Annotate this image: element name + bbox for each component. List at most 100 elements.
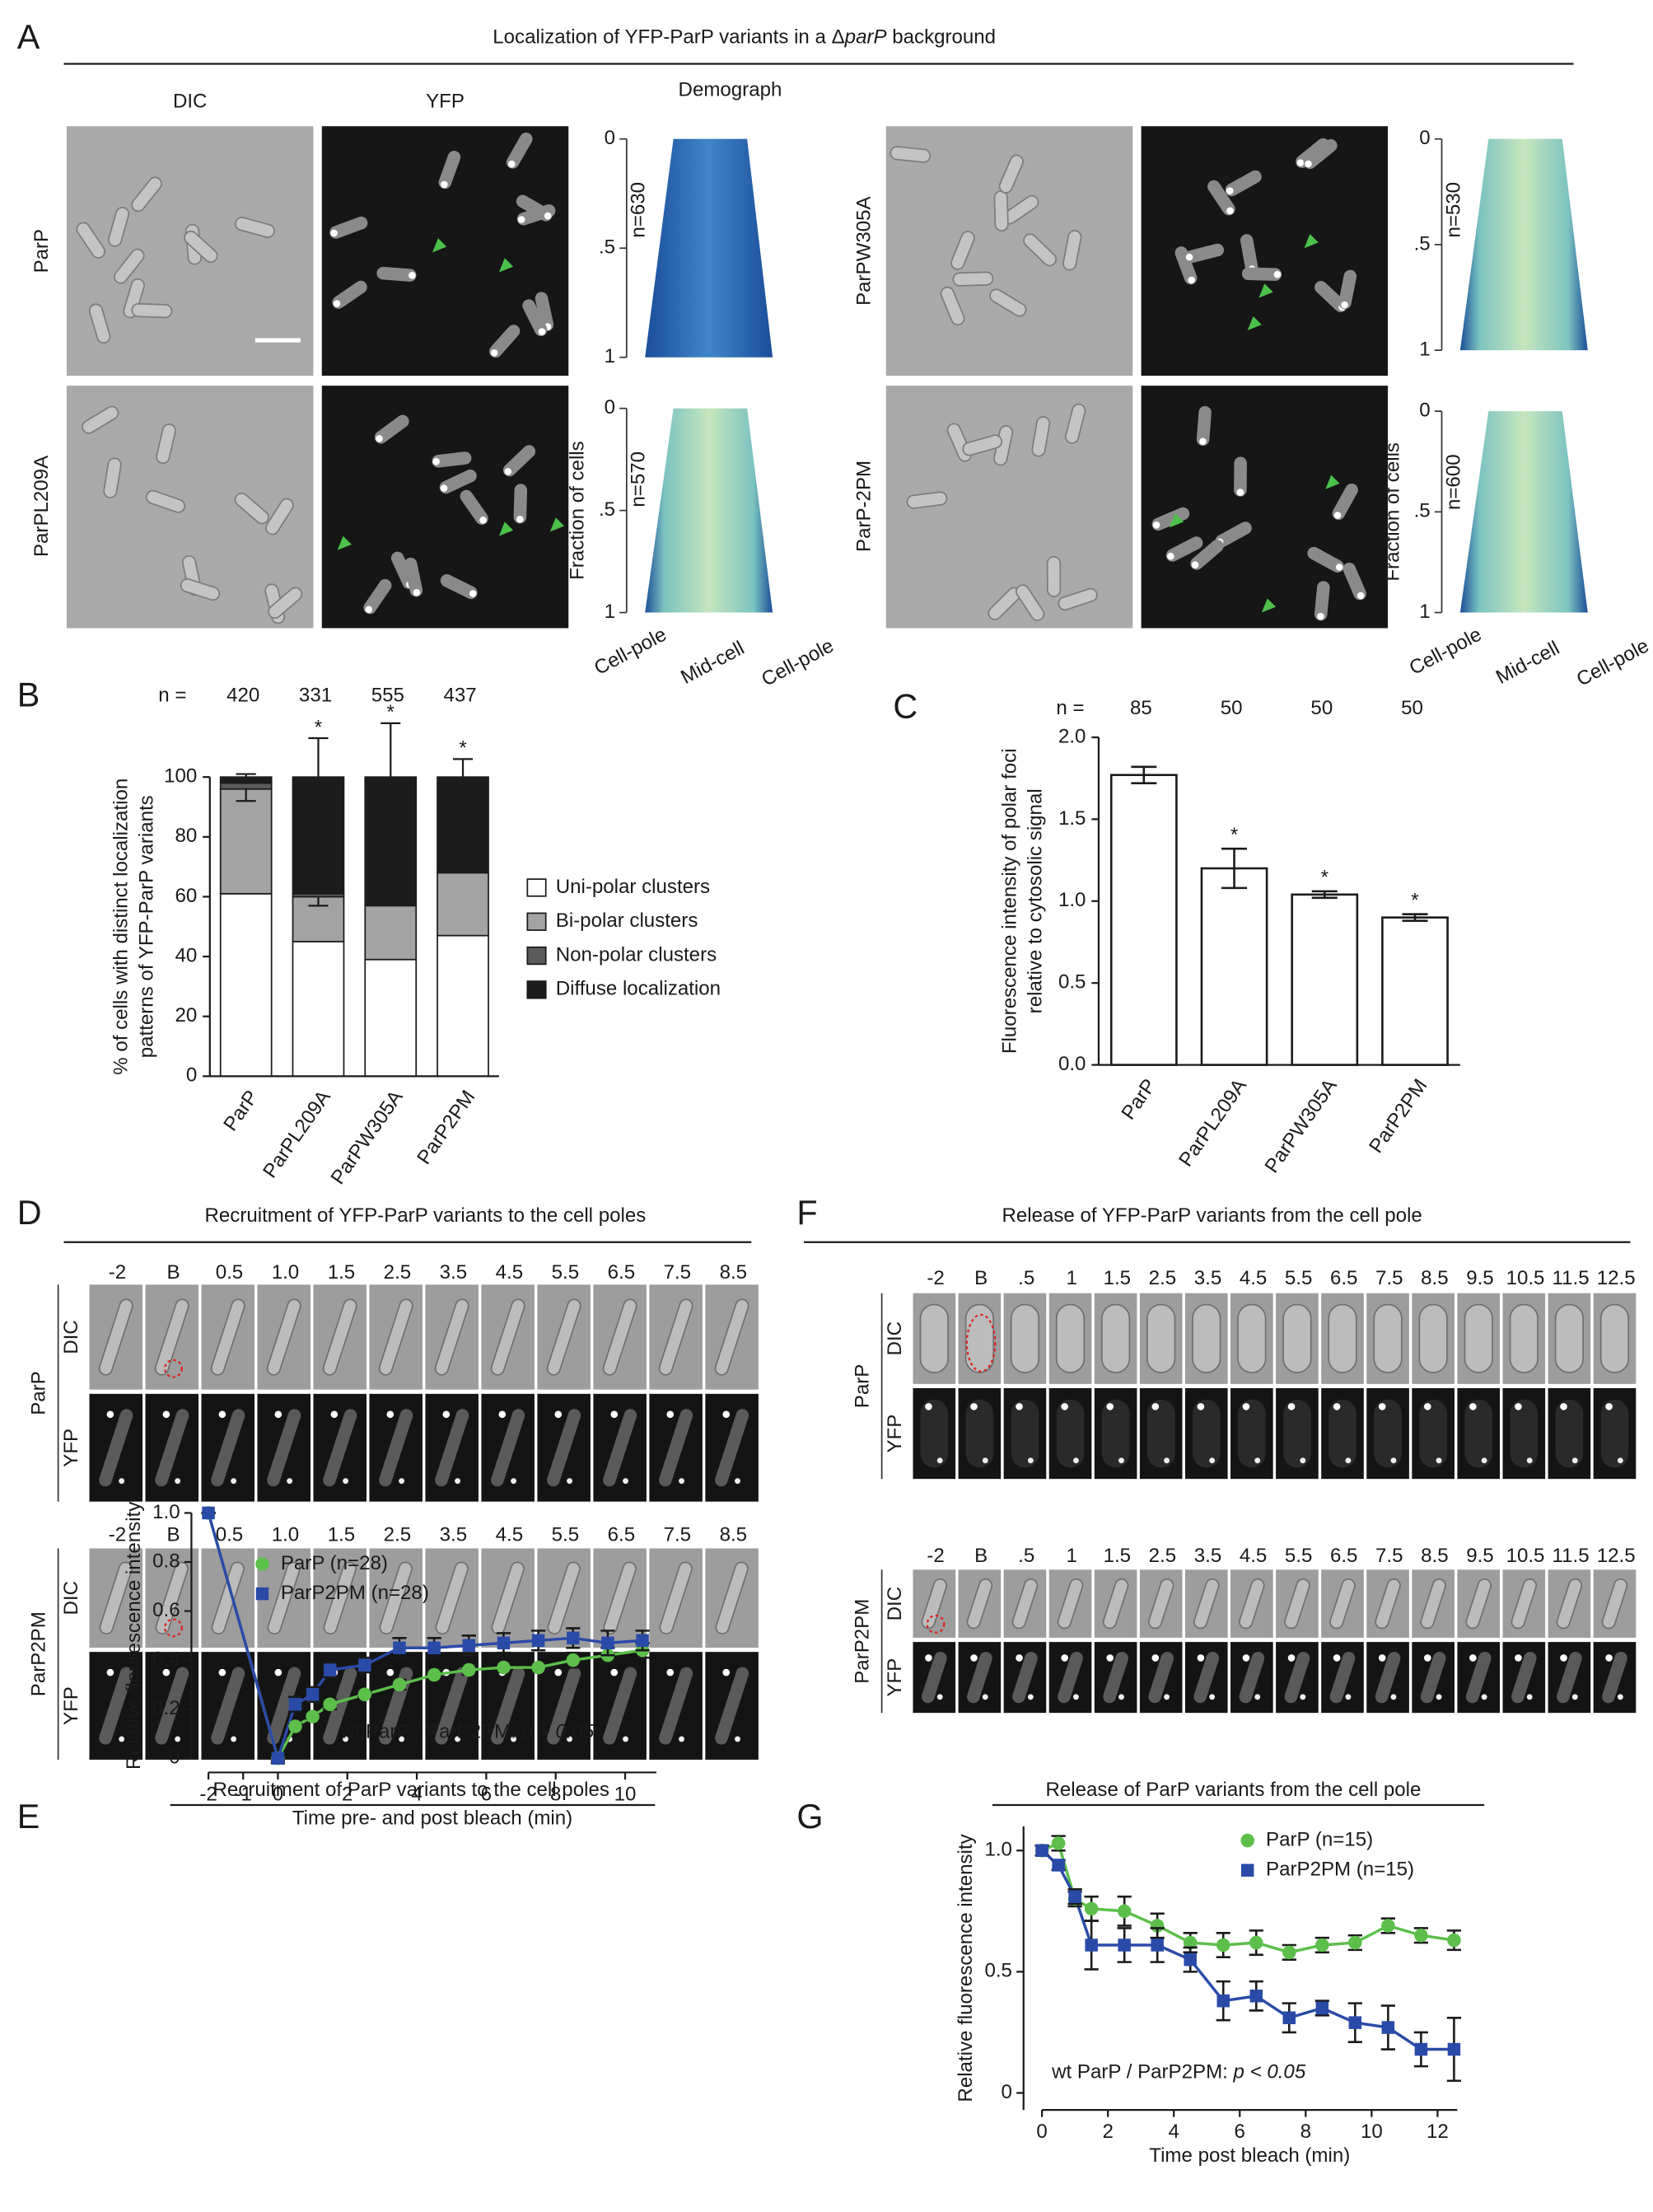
cell — [184, 230, 218, 264]
panel-letter: C — [893, 687, 918, 725]
row-label: ParP2PM — [28, 1611, 50, 1696]
cell — [99, 1409, 133, 1487]
n-label: n = — [158, 684, 186, 706]
focus — [1106, 1403, 1114, 1410]
y-tick-label: 0.0 — [1058, 1053, 1086, 1075]
cell — [1373, 1303, 1403, 1373]
legend-marker — [255, 1587, 269, 1601]
focus — [1191, 561, 1199, 569]
cell — [1207, 180, 1235, 216]
focus — [399, 1478, 405, 1485]
marker — [1348, 1935, 1362, 1950]
x-tick-label: ParPW305A — [1261, 1074, 1342, 1177]
demograph-n: n=630 — [628, 182, 650, 238]
marker — [1447, 2042, 1461, 2056]
significance: * — [315, 716, 322, 738]
marker — [531, 1634, 545, 1648]
cell — [1464, 1399, 1493, 1468]
cell — [1148, 1652, 1174, 1704]
focus — [1335, 564, 1343, 571]
cell — [211, 1667, 245, 1745]
focus — [982, 1694, 988, 1700]
demograph — [1459, 411, 1588, 613]
focus — [1199, 437, 1207, 446]
marker — [1151, 1938, 1164, 1952]
focus — [1617, 1457, 1623, 1464]
marker — [202, 1506, 215, 1520]
focus — [1378, 1654, 1386, 1662]
cell — [1016, 584, 1045, 621]
focus — [440, 484, 448, 492]
time-label: B — [166, 1523, 180, 1546]
focus — [1300, 1694, 1306, 1700]
cell — [993, 190, 1009, 232]
time-label: 1.0 — [272, 1523, 299, 1546]
bar-segment — [219, 788, 273, 895]
focus — [1167, 552, 1174, 560]
cell — [114, 248, 145, 284]
cell — [715, 1667, 749, 1745]
cell — [266, 1298, 301, 1376]
focus — [330, 1410, 339, 1419]
focus — [1526, 1457, 1533, 1464]
time-label: -2 — [927, 1267, 944, 1289]
cell — [1057, 1578, 1084, 1630]
arrow — [498, 258, 514, 273]
cell — [99, 1561, 133, 1634]
time-label: 8.5 — [1421, 1267, 1448, 1289]
time-label: 6.5 — [1330, 1545, 1357, 1567]
cell — [1192, 1399, 1221, 1468]
marker — [392, 1677, 407, 1692]
cell — [1465, 1652, 1492, 1704]
x-tick-label: ParPW305A — [327, 1086, 409, 1189]
focus — [722, 1410, 731, 1419]
panel-title: Release of YFP-ParP variants from the ce… — [1002, 1204, 1422, 1227]
marker — [1085, 1938, 1098, 1952]
focus — [1118, 1457, 1124, 1464]
focus — [1254, 1694, 1261, 1700]
focus — [1242, 1403, 1250, 1410]
legend-label: ParP2PM (n=15) — [1266, 1859, 1414, 1881]
focus — [1345, 1457, 1352, 1464]
focus — [1296, 159, 1305, 167]
cell — [1234, 456, 1247, 497]
bar-segment — [437, 872, 489, 937]
demograph-xlabel: Mid-cell — [677, 637, 748, 689]
y-tick-label: 0.4 — [152, 1648, 180, 1670]
focus — [218, 1668, 226, 1677]
cell — [154, 1298, 189, 1376]
marker — [1348, 2016, 1362, 2029]
micrograph — [321, 386, 569, 629]
legend-label: Diffuse localization — [556, 978, 721, 1000]
marker — [1084, 1901, 1099, 1916]
cell — [546, 1298, 581, 1376]
focus — [469, 590, 477, 597]
cell — [1184, 243, 1225, 264]
demograph-n: n=530 — [1442, 182, 1464, 238]
focus — [1423, 1403, 1431, 1410]
focus — [274, 1410, 283, 1419]
bar-segment — [437, 776, 489, 874]
n-value: 50 — [1310, 697, 1333, 719]
cell — [522, 299, 548, 337]
cell — [1239, 1578, 1265, 1630]
cell — [374, 414, 409, 444]
legend-label: Uni-polar clusters — [556, 876, 710, 898]
y-axis-label: % of cells with distinct localization — [110, 779, 132, 1075]
time-label: 5.5 — [1285, 1545, 1312, 1567]
marker — [323, 1697, 337, 1711]
y-tick-label: 0 — [186, 1064, 197, 1087]
significance: * — [459, 737, 466, 760]
cell — [103, 457, 122, 498]
marker — [1447, 1933, 1461, 1948]
cell — [156, 423, 176, 465]
cell — [1196, 405, 1212, 447]
n-value: 420 — [226, 684, 259, 706]
time-label: 7.5 — [664, 1261, 691, 1284]
demograph-tick-label: 1 — [1419, 338, 1430, 360]
cell — [714, 1298, 749, 1376]
bar — [1200, 867, 1268, 1066]
panel-letter: G — [796, 1798, 823, 1836]
marker — [1414, 2042, 1428, 2056]
legend-label: ParP (n=28) — [281, 1552, 388, 1574]
